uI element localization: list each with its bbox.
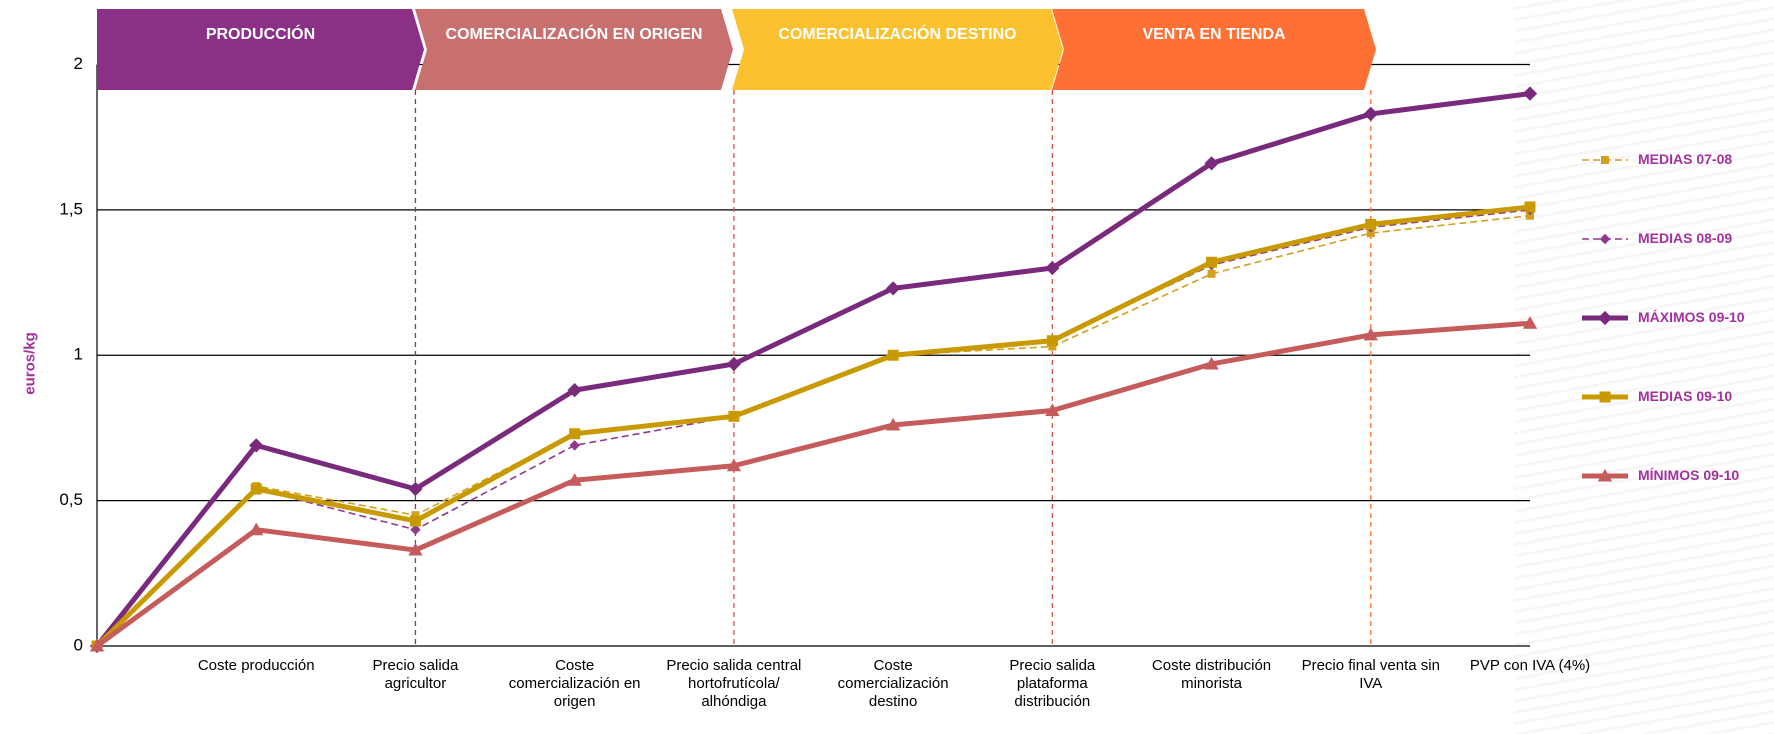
series-line xyxy=(95,91,1531,648)
marker xyxy=(1597,310,1613,326)
marker xyxy=(1365,218,1377,230)
y-tick-label: 0,5 xyxy=(59,490,83,509)
series-line xyxy=(95,204,1531,648)
marker xyxy=(408,542,423,556)
x-tick-label: Precio salida agricultor xyxy=(372,657,459,692)
marker xyxy=(1363,106,1378,122)
marker xyxy=(726,356,742,372)
marker xyxy=(1207,269,1216,278)
marker xyxy=(1599,233,1611,245)
x-tick-label: Coste distribución minorista xyxy=(1151,657,1272,692)
legend-label: MEDIAS 09-10 xyxy=(1638,388,1733,404)
marker xyxy=(567,382,582,398)
marker xyxy=(1522,316,1538,329)
x-tick-label: PVP con IVA (4%) xyxy=(1469,657,1591,674)
x-tick-label: Coste comercialización en origen xyxy=(508,657,641,710)
marker xyxy=(411,511,420,520)
marker xyxy=(1522,86,1538,101)
marker xyxy=(249,438,264,453)
marker xyxy=(1046,335,1058,347)
marker xyxy=(885,281,901,296)
series-line xyxy=(96,209,1531,647)
marker xyxy=(1206,256,1218,268)
marker xyxy=(1524,201,1536,213)
stage-banner: COMERCIALIZACIÓN EN ORIGEN xyxy=(415,9,733,90)
marker xyxy=(1045,403,1060,416)
marker xyxy=(1204,356,1219,370)
marker xyxy=(569,428,581,440)
marker xyxy=(89,638,105,652)
x-tick-label: Coste comercialización destino xyxy=(837,657,949,710)
series-line xyxy=(95,320,1531,649)
marker xyxy=(887,349,899,361)
marker xyxy=(409,515,421,527)
legend-label: MÁXIMOS 09-10 xyxy=(1638,309,1745,325)
marker xyxy=(1363,327,1378,341)
x-tick-label: Precio final venta sin IVA xyxy=(1301,657,1440,692)
marker xyxy=(1601,156,1609,164)
marker xyxy=(567,473,582,486)
background-pattern xyxy=(1514,0,1774,734)
marker xyxy=(885,417,901,431)
marker xyxy=(250,483,262,495)
y-axis-title: euros/kg xyxy=(21,332,39,395)
marker xyxy=(726,458,742,472)
marker xyxy=(728,410,740,422)
y-tick-label: 1,5 xyxy=(59,199,83,218)
x-tick-label: Coste producción xyxy=(197,657,315,674)
series-line xyxy=(96,214,1531,647)
stage-banner: VENTA EN TIENDA xyxy=(1052,9,1376,90)
marker xyxy=(569,440,580,451)
legend-label: MEDIAS 07-08 xyxy=(1638,151,1733,167)
marker xyxy=(410,524,421,535)
marker xyxy=(1599,391,1611,403)
x-tick-label: Precio salida plataforma distribución xyxy=(1009,657,1096,710)
marker xyxy=(1204,156,1219,171)
marker xyxy=(1526,211,1534,220)
stage-banner: COMERCIALIZACIÓN DESTINO xyxy=(732,9,1063,90)
y-tick-label: 1 xyxy=(74,345,83,364)
y-tick-label: 2 xyxy=(74,54,83,73)
legend-label: MÍNIMOS 09-10 xyxy=(1638,467,1740,483)
marker xyxy=(1045,260,1060,276)
marker xyxy=(1048,342,1057,351)
stage-banner: PRODUCCIÓN xyxy=(97,9,424,90)
legend-label: MEDIAS 08-09 xyxy=(1638,230,1733,246)
y-tick-label: 0 xyxy=(74,635,83,654)
marker xyxy=(249,522,264,536)
marker xyxy=(1366,229,1375,238)
marker xyxy=(408,481,423,497)
marker xyxy=(1597,468,1613,482)
x-tick-label: Precio salida central hortofrutícola/ al… xyxy=(666,657,802,710)
